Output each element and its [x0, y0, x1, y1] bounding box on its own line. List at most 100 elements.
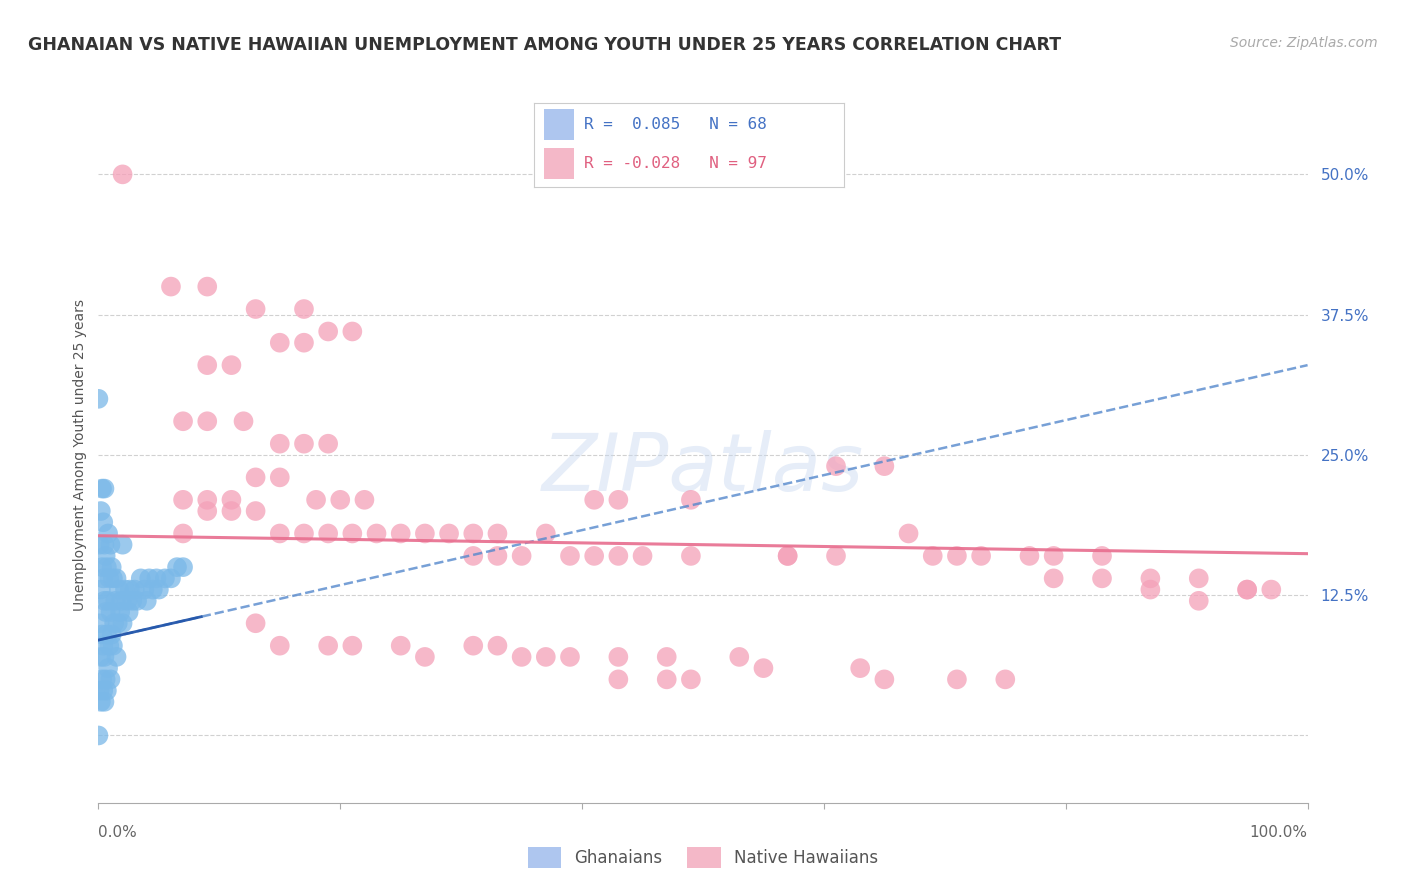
Point — [873, 459, 896, 474]
Point — [1018, 549, 1040, 563]
Point — [117, 594, 139, 608]
Point — [127, 594, 149, 608]
Point — [486, 526, 509, 541]
Point — [607, 549, 630, 563]
Point — [108, 605, 131, 619]
Point — [90, 695, 112, 709]
Point — [342, 639, 364, 653]
Point — [655, 649, 678, 664]
Text: GHANAIAN VS NATIVE HAWAIIAN UNEMPLOYMENT AMONG YOUTH UNDER 25 YEARS CORRELATION : GHANAIAN VS NATIVE HAWAIIAN UNEMPLOYMENT… — [28, 36, 1062, 54]
Point — [245, 470, 267, 484]
Point — [316, 639, 339, 653]
Point — [100, 673, 122, 687]
Point — [437, 526, 460, 541]
Point — [142, 582, 165, 597]
Point — [90, 582, 112, 597]
Point — [91, 482, 114, 496]
Point — [93, 695, 115, 709]
Point — [1236, 582, 1258, 597]
Point — [100, 605, 122, 619]
Point — [135, 594, 157, 608]
Point — [463, 639, 485, 653]
Point — [463, 526, 485, 541]
Point — [107, 616, 129, 631]
Point — [607, 492, 630, 507]
Point — [342, 325, 364, 339]
Point — [776, 549, 799, 563]
Point — [510, 649, 533, 664]
Point — [91, 627, 114, 641]
Point — [825, 459, 848, 474]
Point — [292, 436, 315, 450]
Point — [91, 560, 114, 574]
Point — [292, 301, 315, 316]
Point — [946, 549, 969, 563]
Point — [90, 649, 112, 664]
Point — [110, 594, 132, 608]
Point — [921, 549, 943, 563]
Point — [87, 392, 110, 406]
Point — [105, 571, 128, 585]
Point — [486, 639, 509, 653]
Point — [679, 549, 702, 563]
Point — [89, 683, 111, 698]
Point — [160, 279, 183, 293]
Legend: Ghanaians, Native Hawaiians: Ghanaians, Native Hawaiians — [522, 841, 884, 874]
Point — [849, 661, 872, 675]
Point — [558, 649, 581, 664]
Text: ZIPatlas: ZIPatlas — [541, 430, 865, 508]
Point — [93, 482, 115, 496]
Point — [583, 549, 606, 563]
Point — [655, 673, 678, 687]
Point — [94, 605, 117, 619]
Point — [93, 649, 115, 664]
Point — [607, 673, 630, 687]
Point — [129, 571, 152, 585]
Point — [1139, 571, 1161, 585]
Text: R = -0.028   N = 97: R = -0.028 N = 97 — [583, 156, 766, 171]
Point — [89, 538, 111, 552]
Text: R =  0.085   N = 68: R = 0.085 N = 68 — [583, 117, 766, 132]
Point — [91, 571, 114, 585]
Point — [389, 639, 412, 653]
Point — [172, 414, 194, 428]
Point — [114, 582, 136, 597]
Point — [90, 504, 112, 518]
Point — [148, 582, 170, 597]
Point — [195, 358, 218, 372]
Point — [970, 549, 993, 563]
Point — [679, 492, 702, 507]
Point — [91, 683, 114, 698]
Point — [292, 335, 315, 350]
Point — [316, 526, 339, 541]
Point — [353, 492, 375, 507]
Bar — [544, 110, 575, 140]
Point — [269, 526, 291, 541]
Point — [153, 571, 176, 585]
Point — [101, 639, 124, 653]
Point — [166, 560, 188, 574]
Point — [329, 492, 352, 507]
Point — [172, 560, 194, 574]
Point — [96, 627, 118, 641]
Point — [1091, 549, 1114, 563]
Point — [111, 616, 134, 631]
Point — [994, 673, 1017, 687]
Point — [221, 504, 243, 518]
Point — [118, 605, 141, 619]
Point — [1188, 571, 1211, 585]
Point — [232, 414, 254, 428]
Point — [413, 526, 436, 541]
Point — [631, 549, 654, 563]
Text: 0.0%: 0.0% — [98, 825, 138, 840]
Point — [195, 279, 218, 293]
Point — [105, 649, 128, 664]
Point — [145, 571, 167, 585]
Point — [825, 549, 848, 563]
Point — [389, 526, 412, 541]
Point — [93, 594, 115, 608]
Point — [94, 673, 117, 687]
Point — [111, 538, 134, 552]
Point — [100, 538, 122, 552]
Point — [1042, 571, 1064, 585]
